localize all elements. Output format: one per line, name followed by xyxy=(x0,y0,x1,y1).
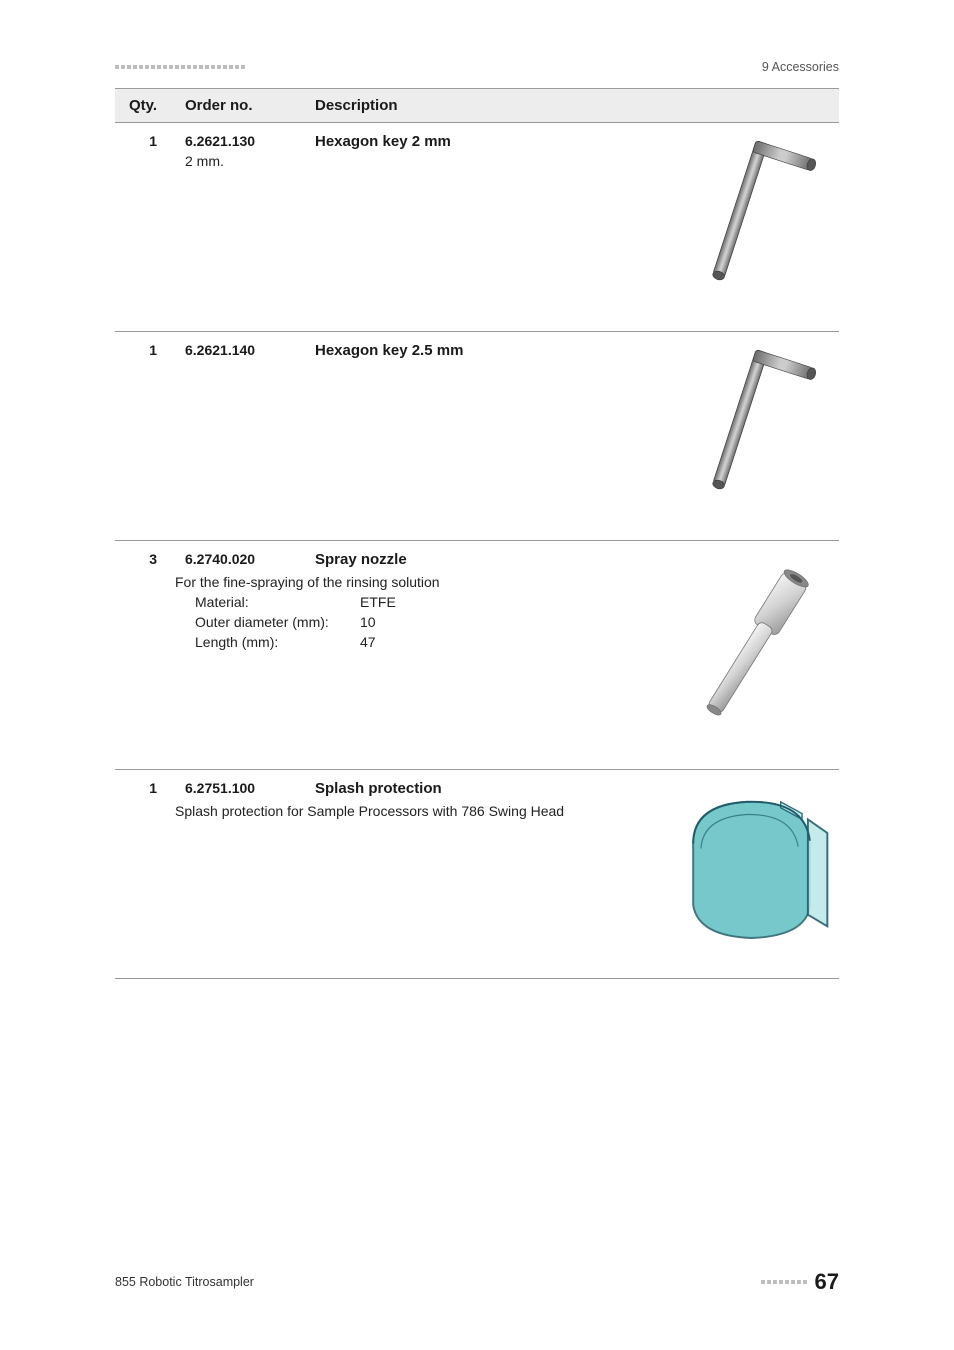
table-row: 36.2740.020Spray nozzleFor the fine-spra… xyxy=(115,541,839,770)
table-row: 16.2751.100Splash protectionSplash prote… xyxy=(115,770,839,979)
item-title: Hexagon key 2.5 mm xyxy=(315,342,650,359)
description-cell: Spray nozzleFor the fine-spraying of the… xyxy=(305,541,839,770)
spec-label: Outer diameter (mm): xyxy=(175,614,360,630)
qty-cell: 1 xyxy=(115,770,175,979)
spec-value: ETFE xyxy=(360,594,396,610)
spec-label: Length (mm): xyxy=(175,634,360,650)
detail-line: Splash protection for Sample Processors … xyxy=(175,803,650,819)
page-number: 67 xyxy=(815,1269,839,1295)
spec-row: Material:ETFE xyxy=(175,594,650,610)
qty-cell: 1 xyxy=(115,332,175,541)
footer-product: 855 Robotic Titrosampler xyxy=(115,1275,254,1289)
accessories-table: Qty. Order no. Description 16.2621.1302 … xyxy=(115,88,839,979)
table-row: 16.2621.140 Hexagon key 2.5 mm xyxy=(115,332,839,541)
description-cell: Hexagon key 2.5 mm xyxy=(305,332,839,541)
qty-cell: 1 xyxy=(115,123,175,332)
footer-tick-marks xyxy=(761,1280,807,1284)
order-no-cell: 6.2751.100 xyxy=(175,770,305,979)
description-cell: Splash protectionSplash protection for S… xyxy=(305,770,839,979)
detail-line: For the fine-spraying of the rinsing sol… xyxy=(175,574,650,590)
col-order: Order no. xyxy=(175,89,305,123)
item-title: Spray nozzle xyxy=(315,551,650,568)
order-no-cell: 6.2621.140 xyxy=(175,332,305,541)
item-title: Hexagon key 2 mm xyxy=(315,133,650,150)
qty-cell: 3 xyxy=(115,541,175,770)
hexkey-icon xyxy=(672,133,832,303)
spec-label: Material: xyxy=(175,594,360,610)
header-tick-marks xyxy=(115,65,245,69)
item-image xyxy=(664,780,839,960)
hexkey-icon xyxy=(672,342,832,512)
table-row: 16.2621.1302 mm. Hexagon key 2 mm xyxy=(115,123,839,332)
item-title: Splash protection xyxy=(315,780,650,797)
spec-row: Outer diameter (mm):10 xyxy=(175,614,650,630)
splash-icon xyxy=(664,780,839,955)
nozzle-icon xyxy=(667,551,837,751)
spec-value: 10 xyxy=(360,614,376,630)
subtitle: 2 mm. xyxy=(185,153,295,169)
order-no-cell: 6.2621.1302 mm. xyxy=(175,123,305,332)
section-label: 9 Accessories xyxy=(762,60,839,74)
col-qty: Qty. xyxy=(115,89,175,123)
item-image xyxy=(664,133,839,313)
description-cell: Hexagon key 2 mm xyxy=(305,123,839,332)
spec-value: 47 xyxy=(360,634,376,650)
col-desc: Description xyxy=(305,89,839,123)
spec-row: Length (mm):47 xyxy=(175,634,650,650)
item-image xyxy=(664,342,839,522)
item-image xyxy=(664,551,839,751)
